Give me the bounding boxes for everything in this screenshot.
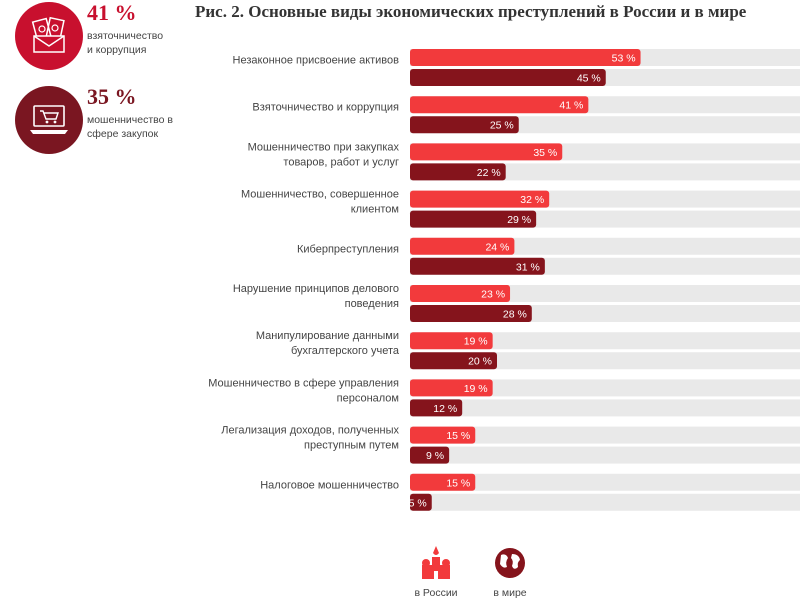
bar-track <box>410 493 800 511</box>
data-label: 23 % <box>481 289 505 301</box>
category-label: Манипулирование данными <box>256 330 399 342</box>
bar-world <box>410 210 537 228</box>
bar-track <box>410 426 800 444</box>
bar-russia <box>410 332 493 350</box>
money-envelope-icon <box>15 2 83 70</box>
bar-russia <box>410 49 641 66</box>
category-label: Мошенничество в сфере управления <box>208 377 399 389</box>
bar-world <box>410 399 463 417</box>
data-label: 25 % <box>490 120 514 132</box>
data-label: 19 % <box>464 383 488 395</box>
bar-track <box>410 332 800 350</box>
bar-russia <box>410 379 493 397</box>
bar-russia <box>410 96 589 114</box>
bar-track <box>410 163 800 181</box>
bar-world <box>410 163 506 181</box>
category-label: Взяточничество и коррупция <box>252 102 399 114</box>
legend-russia: в России <box>408 545 464 599</box>
category-label: Мошенничество при закупках <box>248 141 400 153</box>
bar-world <box>410 446 450 464</box>
bar-russia <box>410 190 550 208</box>
chart-title: Рис. 2. Основные виды экономических прес… <box>195 2 747 21</box>
data-label: 32 % <box>520 194 544 206</box>
bar-russia <box>410 143 563 161</box>
data-label: 12 % <box>433 403 457 415</box>
bar-track <box>410 473 800 491</box>
data-label: 20 % <box>468 356 492 368</box>
data-label: 41 % <box>559 100 583 112</box>
category-label: Мошенничество, совершенное <box>241 189 399 201</box>
highlight-text: взяточничество и коррупция <box>87 30 164 56</box>
data-label: 5 % <box>409 497 427 509</box>
laptop-cart-icon <box>15 86 83 154</box>
bar-world <box>410 493 432 511</box>
legend-world: в мире <box>486 545 534 599</box>
data-label: 15 % <box>446 430 470 442</box>
highlight-value: 41 % <box>87 0 137 25</box>
data-label: 29 % <box>507 214 531 226</box>
bar-track <box>410 379 800 397</box>
category-label: Налоговое мошенничество <box>260 479 399 491</box>
data-label: 22 % <box>477 167 501 179</box>
data-label: 31 % <box>516 261 540 273</box>
bar-world <box>410 116 519 134</box>
bar-russia <box>410 426 476 444</box>
data-label: 45 % <box>577 73 601 85</box>
bar-track <box>410 446 800 464</box>
legend-world-label: в мире <box>493 587 527 599</box>
category-label: Незаконное присвоение активов <box>233 55 400 67</box>
data-label: 24 % <box>485 241 509 253</box>
category-label: персоналом <box>337 392 399 404</box>
bar-world <box>410 305 532 322</box>
category-label: поведения <box>345 298 399 310</box>
data-label: 15 % <box>446 477 470 489</box>
bar-russia <box>410 285 511 302</box>
category-label: Киберпреступления <box>297 243 399 255</box>
category-label: преступным путем <box>304 440 399 452</box>
bar-world <box>410 257 545 275</box>
bar-russia <box>410 237 515 255</box>
data-label: 35 % <box>533 147 557 159</box>
data-label: 53 % <box>612 53 636 65</box>
bar-world <box>410 69 606 86</box>
data-label: 9 % <box>426 450 444 462</box>
category-label: бухгалтерского учета <box>291 345 400 357</box>
highlight-value: 35 % <box>87 84 137 109</box>
bar-track <box>410 352 800 370</box>
category-label: товаров, работ и услуг <box>283 156 399 168</box>
data-label: 19 % <box>464 336 488 348</box>
bar-russia <box>410 473 476 491</box>
category-label: клиентом <box>351 204 399 216</box>
category-label: Легализация доходов, полученных <box>221 425 399 437</box>
category-label: Нарушение принципов делового <box>233 283 399 295</box>
data-label: 28 % <box>503 309 527 321</box>
globe-icon <box>495 548 525 578</box>
bar-world <box>410 352 497 370</box>
kremlin-icon <box>422 546 450 579</box>
legend-russia-label: в России <box>414 587 458 599</box>
bar-track <box>410 399 800 417</box>
highlight-text: мошенничество в сфере закупок <box>87 114 173 140</box>
